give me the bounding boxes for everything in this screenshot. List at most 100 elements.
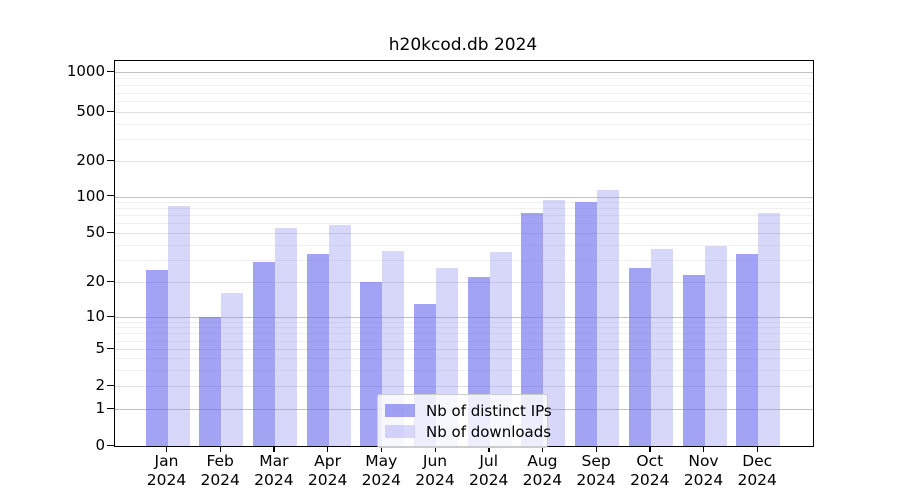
y-tick-label: 20	[85, 272, 105, 290]
bar-downloads	[167, 206, 190, 446]
x-tick-mark	[488, 446, 490, 452]
gridline-minor	[115, 215, 813, 217]
y-tick-label: 10	[85, 307, 105, 325]
y-tick-label: 1000	[66, 62, 105, 80]
bar-downloads	[758, 213, 781, 446]
legend-label: Nb of downloads	[426, 422, 552, 441]
gridline	[115, 112, 813, 113]
bar-distinct-ips	[145, 270, 168, 446]
x-tick-label: Oct 2024	[630, 452, 670, 489]
x-tick-mark	[380, 446, 383, 452]
gridline-minor	[115, 78, 813, 80]
y-tick-label: 5	[95, 339, 105, 357]
x-tick-mark	[703, 446, 705, 452]
x-tick-mark	[434, 446, 436, 452]
gridline-minor	[115, 84, 813, 86]
bar-distinct-ips	[521, 213, 544, 446]
gridline-minor	[115, 327, 813, 329]
bar-downloads	[650, 249, 673, 446]
y-tick-label: 2	[95, 376, 105, 394]
x-tick-label: Dec 2024	[737, 452, 777, 489]
gridline-minor	[115, 92, 813, 94]
x-tick-mark	[166, 446, 168, 452]
bar-distinct-ips	[682, 274, 705, 446]
bar-downloads	[704, 246, 727, 446]
y-tick-mark	[107, 407, 114, 409]
x-tick-mark	[541, 446, 544, 452]
bar-downloads	[274, 227, 297, 446]
y-tick-mark	[107, 195, 114, 197]
gridline-minor	[115, 260, 813, 262]
y-tick-mark	[107, 159, 114, 161]
bar-downloads	[543, 200, 566, 446]
bar-distinct-ips	[252, 262, 275, 446]
gridline	[115, 386, 813, 387]
legend-label: Nb of distinct IPs	[426, 401, 552, 420]
gridline	[115, 282, 813, 283]
y-tick-label: 200	[76, 151, 105, 169]
gridline-minor	[115, 101, 813, 103]
bar-distinct-ips	[575, 202, 598, 446]
y-tick-label: 50	[85, 223, 105, 241]
y-tick-mark	[107, 315, 114, 317]
x-tick-label: May 2024	[361, 452, 402, 489]
gridline	[115, 349, 813, 350]
x-tick-label: Sep 2024	[576, 452, 616, 489]
gridline-minor	[115, 139, 813, 141]
y-tick-mark	[107, 280, 114, 282]
bar-downloads	[328, 225, 351, 446]
bar-downloads	[221, 293, 244, 446]
gridline-minor	[115, 369, 813, 371]
gridline-major	[115, 196, 813, 198]
plot-area	[114, 60, 814, 447]
x-tick-label: Jun 2024	[415, 452, 455, 489]
x-tick-mark	[327, 446, 329, 452]
legend: Nb of distinct IPs Nb of downloads	[377, 394, 552, 448]
x-tick-mark	[756, 446, 759, 452]
legend-entry: Nb of distinct IPs	[385, 400, 552, 421]
x-tick-label: Mar 2024	[254, 452, 294, 489]
gridline-minor	[115, 223, 813, 225]
x-tick-label: Apr 2024	[307, 452, 348, 489]
legend-swatch-downloads	[385, 425, 415, 438]
x-tick-label: Jan 2024	[146, 452, 187, 489]
gridline-major	[115, 72, 813, 73]
gridline	[115, 233, 813, 234]
gridline-minor	[115, 340, 813, 342]
bar-distinct-ips	[736, 253, 759, 446]
x-tick-label: Feb 2024	[200, 452, 240, 489]
x-tick-mark	[649, 446, 651, 452]
gridline	[115, 161, 813, 162]
bar-distinct-ips	[360, 282, 383, 446]
gridline-minor	[115, 358, 813, 359]
x-tick-label: Nov 2024	[683, 452, 724, 489]
x-tick-mark	[595, 446, 597, 452]
y-tick-label: 500	[76, 102, 105, 120]
legend-entry: Nb of downloads	[385, 421, 551, 442]
y-tick-label: 0	[95, 436, 105, 454]
gridline-major	[115, 317, 813, 318]
y-tick-label: 100	[76, 186, 105, 205]
x-tick-label: Aug 2024	[522, 452, 563, 489]
chart-title: h20kcod.db 2024	[388, 35, 538, 55]
gridline-minor	[115, 123, 813, 125]
y-tick-mark	[107, 110, 114, 112]
gridline-minor	[115, 321, 813, 323]
legend-swatch-distinct-ips	[385, 404, 415, 417]
x-tick-mark	[219, 446, 222, 452]
y-tick-mark	[107, 384, 114, 386]
y-tick-mark	[107, 231, 114, 233]
bar-distinct-ips	[628, 267, 651, 446]
gridline-minor	[115, 333, 813, 335]
bar-distinct-ips	[199, 317, 222, 446]
bar-downloads	[597, 190, 620, 446]
y-tick-mark	[107, 347, 114, 349]
gridline-minor	[115, 244, 813, 246]
y-tick-mark	[107, 70, 114, 72]
gridline-minor	[115, 202, 813, 204]
gridline-minor	[115, 208, 813, 210]
y-tick-label: 1	[95, 399, 105, 417]
x-tick-mark	[273, 446, 275, 452]
bar-distinct-ips	[306, 253, 329, 446]
